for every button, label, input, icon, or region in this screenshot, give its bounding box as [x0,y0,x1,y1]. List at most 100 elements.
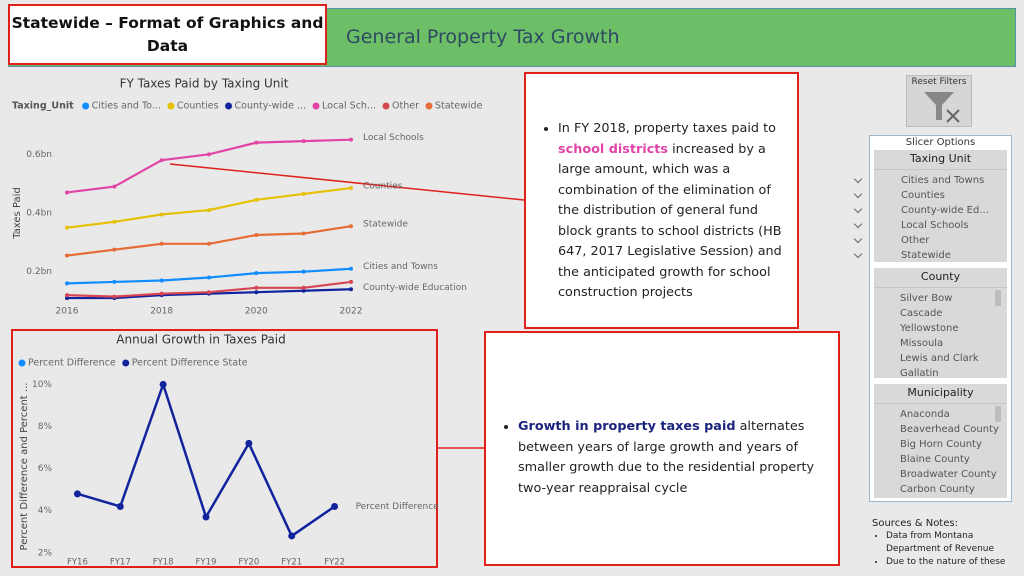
x-tick-label: 2022 [340,307,363,317]
end-label: Percent Difference [356,502,440,512]
data-point [116,502,124,510]
legend-label: Cities and To... [92,101,161,112]
series-line [66,225,352,257]
data-point [207,290,211,295]
x-tick-label: FY19 [196,558,217,568]
scrollbar [995,406,1001,422]
data-point [159,212,164,217]
data-point [207,152,211,157]
text: alternates between years of large growth… [518,419,815,496]
data-point [112,279,117,284]
legend-swatch [312,102,320,110]
slicer-list: Silver Bow Cascade Yellowstone Missoula Lewi… [874,288,1007,381]
slicer-title: Slicer Options [905,137,976,148]
y-axis-label: Taxes Paid [12,187,23,240]
slicer-item[interactable]: County-wide Ed... [874,203,1007,218]
slicer-item[interactable]: Broadwater County [900,469,997,480]
data-point [159,291,164,296]
slicer-item[interactable]: Beaverhead County [900,424,999,435]
data-point [301,191,306,196]
data-point [301,139,306,144]
x-tick-label: FY18 [153,558,174,568]
data-point [65,190,69,195]
legend-label: Percent Difference [28,358,116,369]
data-point [207,275,211,280]
slicer-item[interactable]: Lewis and Clark [900,353,979,364]
slicer-item[interactable]: Anaconda [900,409,950,420]
y-tick-label: 4% [38,506,53,516]
note: Data from Montana Department of Revenue [886,530,1022,556]
slicer-item[interactable]: Missoula [900,338,944,349]
banner-title: General Property Tax Growth [346,26,620,48]
data-point [65,296,69,301]
data-point [112,184,117,189]
scrollbar [995,290,1001,306]
data-point [73,490,81,498]
data-point [254,290,259,295]
legend-label: Statewide [435,101,483,112]
data-point [159,278,164,283]
legend-label: Other [392,101,419,112]
text: In FY 2018, property taxes paid to [558,121,776,136]
legend-swatch [18,359,26,367]
slicer-group: Taxing Unit Cities and Towns Counties Count… [874,150,1007,262]
y-axis-label: Percent Difference and Percent ... [19,383,30,551]
slicer-item[interactable]: Carbon County [900,484,975,495]
y-tick-label: 2% [38,548,53,558]
data-point [349,186,353,191]
reset-filters-button[interactable]: Reset Filters [906,75,972,127]
slicer-item[interactable]: Statewide [874,248,1007,263]
end-label: Local Schools [363,133,424,143]
y-tick-label: 0.6bn [26,150,52,160]
text: increased by a large amount, which was a… [558,141,782,301]
data-point [349,287,353,292]
legend-swatch [225,102,233,110]
data-point [254,271,259,276]
data-point [65,225,69,230]
data-point [65,281,69,286]
slicer-item[interactable]: Cities and Towns [874,173,1007,188]
x-tick-label: 2018 [150,307,173,317]
legend-title: Taxing_Unit [12,101,74,112]
data-point [65,293,69,298]
data-point [301,288,306,293]
legend-label: Counties [177,101,219,112]
slicer-item[interactable]: Other [874,233,1007,248]
callout: In FY 2018, property taxes paid to schoo… [524,72,799,329]
slicer-item[interactable]: Big Horn County [900,439,982,450]
slicer-item[interactable]: Counties [874,188,1007,203]
highlight: school districts [558,141,669,157]
slicer-group-title: Taxing Unit [874,150,1007,170]
data-point [159,241,164,246]
slicer-item[interactable]: Cascade [900,308,943,319]
x-tick-label: FY20 [238,558,259,568]
legend-label: County-wide ... [235,101,306,112]
end-label: Statewide [363,220,408,230]
data-point [349,224,353,229]
slicer-item[interactable]: Silver Bow [900,293,953,304]
chart-title: Annual Growth in Taxes Paid [116,333,285,347]
end-label: Counties [363,182,403,192]
data-point [301,231,306,236]
data-point [65,253,69,258]
data-point [112,219,117,224]
slicer-group-title: Municipality [874,384,1007,404]
connector [169,163,525,201]
y-tick-label: 6% [38,464,53,474]
data-point [349,137,353,142]
series-line [66,138,352,194]
x-tick-label: 2016 [56,307,79,317]
slicer-item[interactable]: Local Schools [874,218,1007,233]
series-line [77,380,336,538]
legend-swatch [82,102,90,110]
slicer-item[interactable]: Yellowstone [900,323,959,334]
slicer-item[interactable]: Blaine County [900,454,970,465]
y-tick-label: 8% [38,422,53,432]
data-point [254,285,259,290]
highlight: Growth in property taxes paid [518,419,736,434]
slicer-item[interactable]: Gallatin [900,368,939,379]
data-point [254,140,259,145]
chart-title: FY Taxes Paid by Taxing Unit [120,77,289,91]
